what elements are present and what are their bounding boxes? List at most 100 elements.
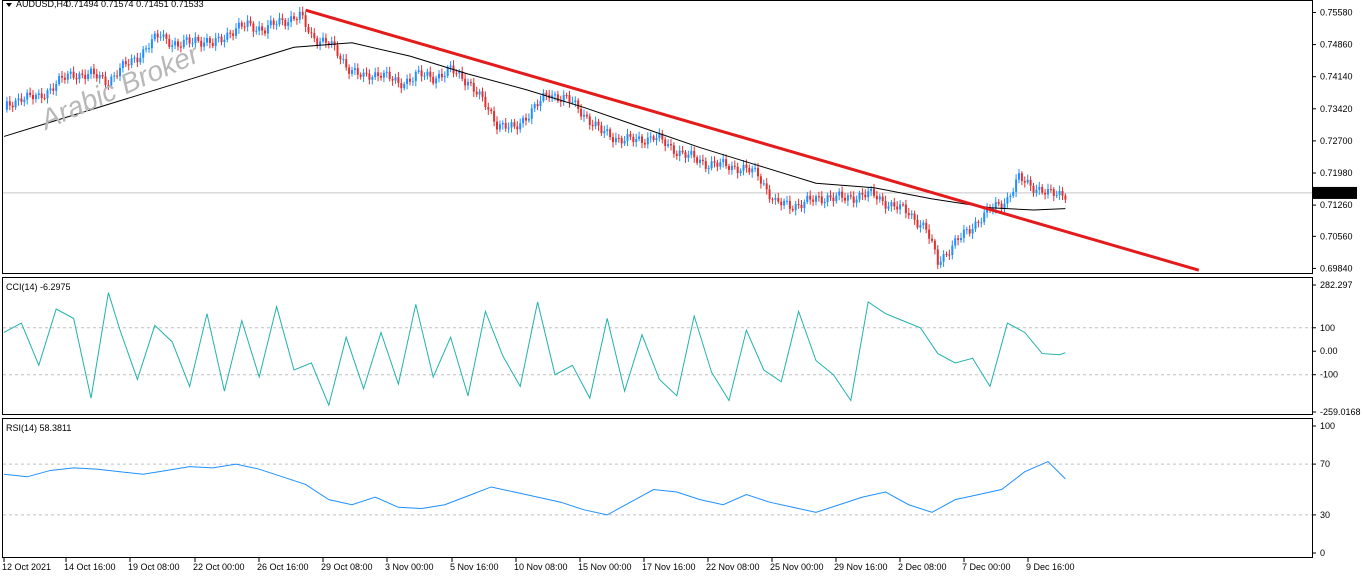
candle-body <box>672 145 675 154</box>
candle-body <box>63 77 66 80</box>
candle-body <box>481 91 484 97</box>
price-tick-label: 0.71260 <box>1320 200 1353 210</box>
candle-body <box>411 81 414 83</box>
candle-body <box>919 225 922 228</box>
candle-body <box>446 67 449 76</box>
candle-body <box>284 19 287 26</box>
candle-body <box>725 159 728 167</box>
candle-body <box>46 90 49 99</box>
current-price-tag: 0.71533 <box>1313 186 1357 199</box>
candle-body <box>148 48 150 50</box>
candle-body <box>1023 181 1026 183</box>
indicator-tick-label: 70 <box>1320 459 1330 469</box>
candle-body <box>81 73 84 75</box>
candle-body <box>98 74 101 79</box>
candle-body <box>406 78 409 84</box>
candle-body <box>699 159 701 163</box>
time-tick-label: 22 Nov 08:00 <box>706 562 760 572</box>
candle-body <box>17 98 20 101</box>
candle-body <box>591 124 594 127</box>
candle-body <box>1058 190 1061 195</box>
candle-body <box>298 11 301 20</box>
candle-body <box>812 199 815 202</box>
candle-body <box>902 204 904 206</box>
candle-body <box>438 73 440 79</box>
candle-body <box>119 67 121 77</box>
candle-body <box>293 16 295 20</box>
candle-body <box>730 165 733 170</box>
candle-body <box>751 168 754 173</box>
candle-body <box>217 36 220 39</box>
candle-body <box>997 202 1000 204</box>
candle-body <box>55 84 58 91</box>
candle-body <box>1012 191 1015 196</box>
candle-body <box>696 157 699 163</box>
candle-body <box>554 94 556 96</box>
candle-body <box>754 167 757 169</box>
candle-body <box>177 41 179 47</box>
candle-body <box>368 73 371 80</box>
time-tick-label: 7 Dec 00:00 <box>962 562 1011 572</box>
candle-body <box>710 161 713 169</box>
candle-body <box>687 154 690 158</box>
candle-body <box>675 153 678 156</box>
candle-body <box>107 84 110 86</box>
candle-body <box>165 34 168 39</box>
candle-body <box>815 196 817 202</box>
candle-body <box>232 33 235 36</box>
candle-body <box>600 125 603 134</box>
main-price-panel: 0.75580 0.74860 0.74140 0.73420 0.72700 0.719… <box>2 0 1357 274</box>
time-tick-label: 25 Nov 00:00 <box>770 562 824 572</box>
current-price-value: 0.71533 <box>1318 188 1351 198</box>
price-tick-label: 0.74140 <box>1320 72 1353 82</box>
candle-body <box>510 122 513 128</box>
candle-body <box>884 200 887 209</box>
candle-body <box>539 100 542 107</box>
trendline[interactable] <box>305 8 1200 272</box>
time-tick-label: 17 Nov 16:00 <box>642 562 696 572</box>
candle-body <box>638 136 641 139</box>
candle-body <box>43 98 46 100</box>
candle-body <box>748 167 751 173</box>
price-tick-label: 0.69840 <box>1320 263 1353 273</box>
candle-body <box>301 11 304 16</box>
main-price-axis: 0.75580 0.74860 0.74140 0.73420 0.72700 0.719… <box>1312 7 1353 273</box>
cci-line <box>3 292 1066 407</box>
candle-body <box>617 137 620 139</box>
price-tick-label: 0.72700 <box>1320 136 1353 146</box>
candle-body <box>864 194 867 198</box>
candle-body <box>614 137 617 143</box>
candle-body <box>516 126 519 130</box>
candle-body <box>327 42 330 45</box>
candle-body <box>229 32 232 34</box>
candle-body <box>873 188 875 196</box>
candle-body <box>58 75 61 85</box>
candle-body <box>420 70 423 77</box>
candle-body <box>319 41 322 45</box>
cci-axis: 282.297 100 0.00 -100 -259.0168 <box>3 280 1361 417</box>
candle-body <box>264 30 266 34</box>
time-tick-label: 10 Nov 08:00 <box>514 562 568 572</box>
candle-body <box>681 150 684 153</box>
dropdown-triangle-icon[interactable] <box>6 3 12 7</box>
candle-body <box>266 25 269 34</box>
candle-body <box>313 33 316 39</box>
candle-body <box>362 72 365 77</box>
candle-body <box>322 37 324 42</box>
candle-body <box>1020 173 1023 182</box>
candle-body <box>704 161 707 169</box>
candle-body <box>464 78 467 86</box>
indicator-tick-label: 100 <box>1320 421 1335 431</box>
candle-body <box>365 72 368 74</box>
candle-body <box>243 26 246 28</box>
candle-body <box>678 150 681 156</box>
indicator-tick-label: 0 <box>1320 548 1325 558</box>
candle-body <box>255 30 258 32</box>
candle-body <box>426 71 429 76</box>
candle-body <box>469 81 472 84</box>
candle-body <box>896 206 899 210</box>
candle-body <box>133 57 136 59</box>
candle-body <box>646 137 649 145</box>
candle-body <box>487 107 490 110</box>
candle-body <box>545 92 548 95</box>
